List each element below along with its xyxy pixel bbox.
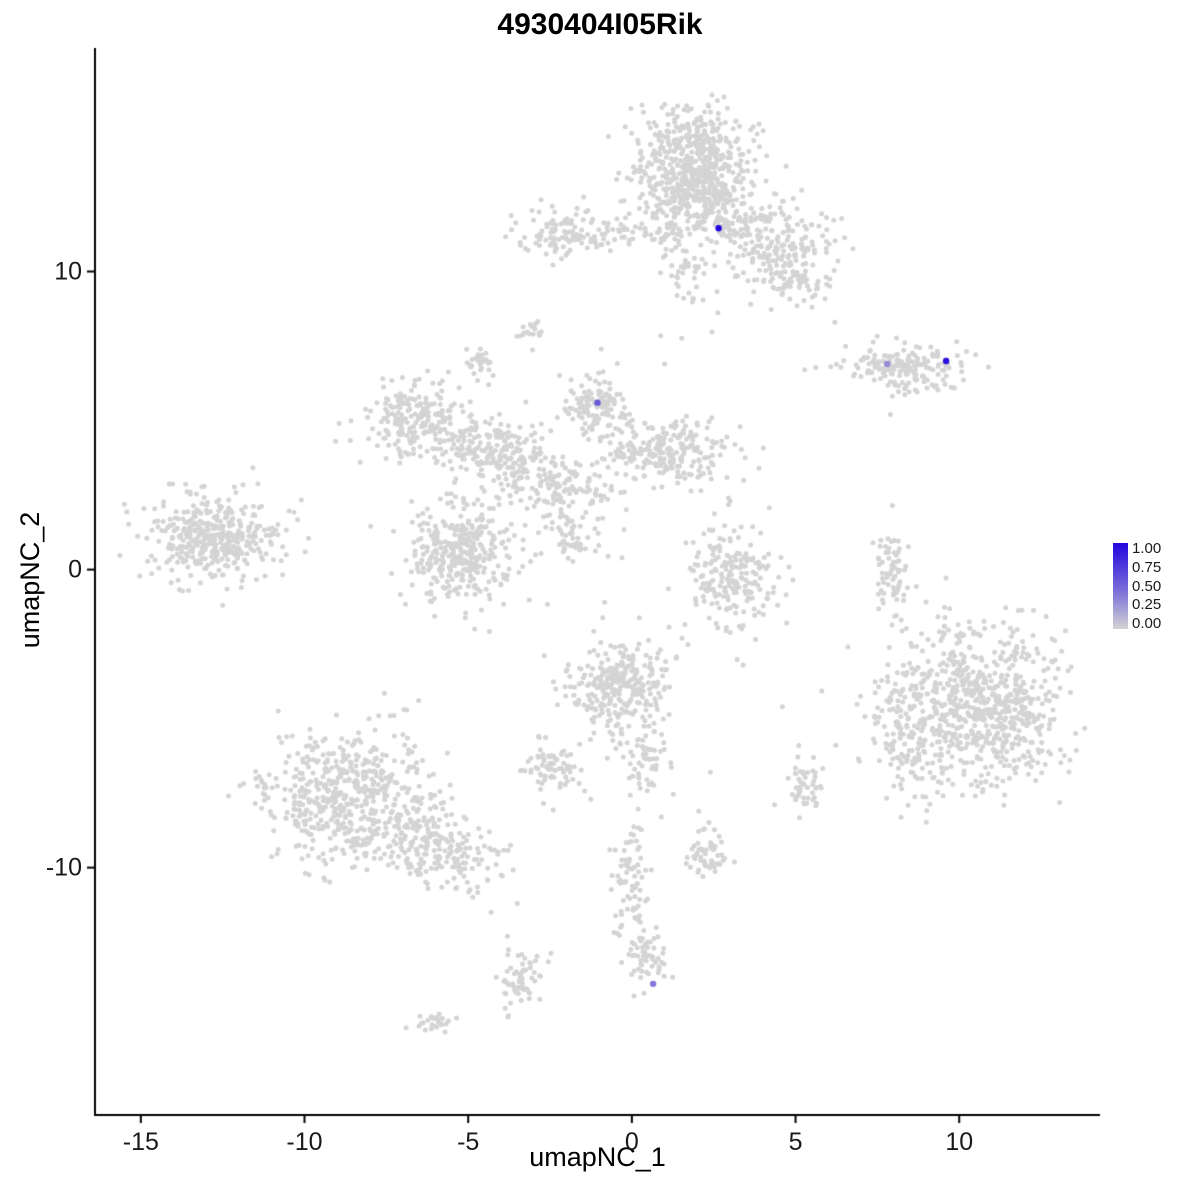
y-tick-label: 10 bbox=[54, 257, 82, 286]
x-tick-label: -15 bbox=[122, 1128, 159, 1156]
x-axis-label: umapNC_1 bbox=[529, 1142, 666, 1172]
x-tick-label: 10 bbox=[945, 1128, 974, 1156]
legend-tick-label: 0.50 bbox=[1132, 577, 1162, 595]
legend-tick-label: 0.25 bbox=[1132, 596, 1162, 614]
colorbar-labels: 1.00 0.75 0.50 0.25 0.00 bbox=[1132, 541, 1161, 631]
x-tick-label: 0 bbox=[624, 1128, 639, 1156]
chart-title: 4930404I05Rik bbox=[497, 8, 703, 41]
x-tick-label: -10 bbox=[286, 1128, 323, 1156]
y-axis-label: umapNC_2 bbox=[15, 511, 45, 649]
x-tick-label: -5 bbox=[457, 1128, 480, 1156]
legend-tick-label: 0.75 bbox=[1132, 558, 1162, 576]
y-tick-label: -10 bbox=[45, 853, 82, 882]
colorbar-gradient bbox=[1113, 543, 1128, 629]
legend-tick-label: 1.00 bbox=[1132, 540, 1162, 557]
x-tick-label: 5 bbox=[788, 1128, 803, 1156]
legend-tick-label: 0.00 bbox=[1132, 615, 1162, 632]
colorbar-legend: 1.00 0.75 0.50 0.25 0.00 bbox=[1113, 541, 1161, 631]
y-tick-label: 0 bbox=[68, 555, 82, 584]
